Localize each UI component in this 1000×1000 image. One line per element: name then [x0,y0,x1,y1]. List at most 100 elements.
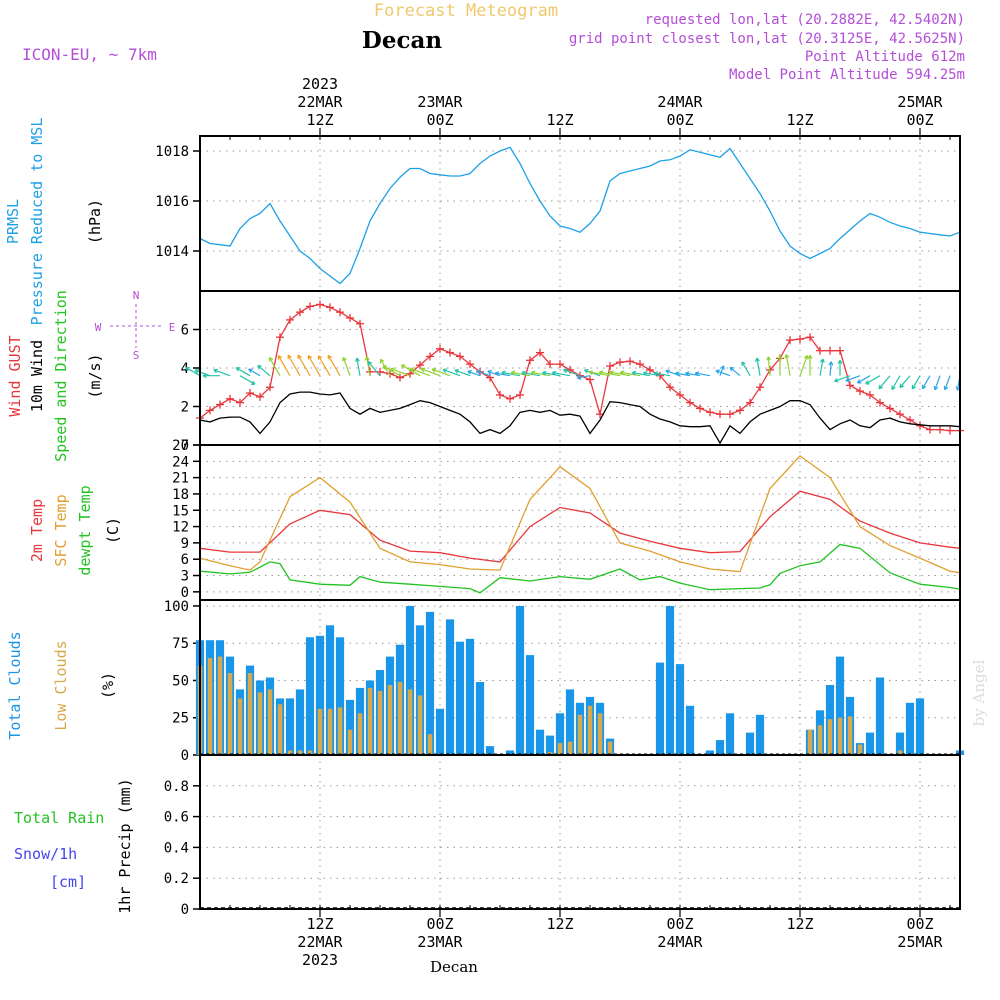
wind-arrow-head [891,386,896,391]
wind-arrow-head [476,370,480,375]
gust-marker [856,387,864,396]
wind-arrow [784,354,791,376]
wind-arrow-head [807,354,811,359]
total-cloud-bar [655,662,665,755]
total-cloud-bar [425,611,435,755]
wind-arrow-head [643,372,648,376]
low-cloud-bar [207,658,213,755]
wind-arrow-shaft [599,371,621,377]
gust-marker [456,352,464,361]
y-tick-label: 1016 [155,194,189,210]
wind-arrow [327,354,341,377]
gust-marker [356,319,364,328]
bottom-time-label: 00Z [426,915,453,933]
model-altitude: Model Point Altitude 594.25m [729,67,965,83]
gust-marker [866,390,874,399]
wind-arrow-head [194,369,199,374]
wind-arrow-head [694,372,699,377]
wind-arrow-head [934,386,939,391]
wind-arrow-head [828,361,832,366]
low-cloud-bar [327,708,333,755]
gust-marker [876,398,884,407]
location-title: Decan [362,27,442,54]
wind-arrow-head [912,386,917,390]
wind-arrow-head [653,372,658,376]
wind-arrow-head [878,386,884,390]
wind-arrow-head [675,372,679,377]
top-time-label: 22MAR [297,93,343,111]
gust-marker [896,410,904,419]
wind-arrow [551,370,571,377]
total-cloud-bar [525,655,535,755]
wind-arrow [715,369,731,377]
wind-arrow-shaft [277,355,291,377]
wind-arrow-shaft [865,375,881,385]
total-cloud-bar [455,641,465,755]
gust-marker [466,360,474,369]
wind-arrow [257,364,271,377]
wind-arrow-shaft [431,368,451,377]
gust-marker [846,381,854,390]
y-tick-label: 21 [172,471,189,487]
wind-arrow-shaft [297,354,311,377]
y-axis-label: dewpt Temp [76,485,94,575]
bottom-time-label: 00Z [906,915,933,933]
series-line-10m-wind [199,391,961,445]
wind-arrow [185,366,201,377]
total-cloud-bar [835,656,845,755]
series-line-prmsl [199,146,961,285]
total-cloud-bar [665,606,675,755]
wind-arrow [563,368,581,377]
total-cloud-bar [675,664,685,755]
wind-arrow-shaft [317,355,331,377]
low-cloud-bar [587,705,593,755]
gust-marker [496,390,504,399]
wind-arrow-shaft [921,375,931,389]
wind-arrow-head [355,357,358,362]
total-cloud-bar [315,635,325,755]
wind-arrow-shaft [934,375,941,391]
bottom-time-label: 12Z [306,915,333,933]
wind-arrow-shaft [577,375,591,379]
wind-arrow-head [487,370,491,375]
y-tick-label: 1018 [155,144,189,160]
low-cloud-bar [217,656,223,755]
wind-arrow [268,357,281,377]
y-axis-label: Total Clouds [6,631,24,739]
wind-arrow-head [364,356,368,361]
wind-arrow-shaft [899,375,911,388]
wind-arrow-head [494,372,499,377]
point-altitude: Point Altitude 612m [805,49,965,65]
gust-marker [796,335,804,344]
wind-arrow [741,361,751,377]
low-cloud-bar [257,692,263,755]
total-cloud-bar [715,740,725,755]
compass-n: N [133,289,140,302]
wind-arrow-shaft [552,371,571,377]
panel-precipitation: 0 0.2 0.4 0.6 0.8 1hr Precip (mm) Total Rain Sn… [14,754,961,918]
gust-marker [666,383,674,392]
bottom-time-label: 00Z [666,915,693,933]
y-tick-label: 0 [181,438,189,454]
y-axis-label: (m/s) [86,353,104,398]
gust-marker [836,346,844,355]
wind-arrow [420,367,441,377]
y-tick-label: 24 [172,454,189,470]
precip-legend-item: [cm] [50,873,86,891]
wind-arrow-head [631,372,636,376]
compass-icon: N S W E [95,289,176,362]
wind-arrow-head [382,365,386,370]
low-cloud-bar [347,729,353,755]
low-cloud-bar [827,719,833,755]
wind-arrow-shaft [767,356,771,376]
wind-arrow [777,355,783,376]
gust-marker [516,390,524,399]
total-cloud-bar [515,606,525,755]
total-cloud-bar [865,732,875,755]
series-line-2m-temp [199,490,961,563]
y-tick-label: 0 [181,902,189,918]
y-axis-label: Speed and Direction [52,290,70,462]
wind-arrow [878,375,891,390]
gust-marker [326,303,334,312]
wind-arrow-shaft [785,354,791,376]
